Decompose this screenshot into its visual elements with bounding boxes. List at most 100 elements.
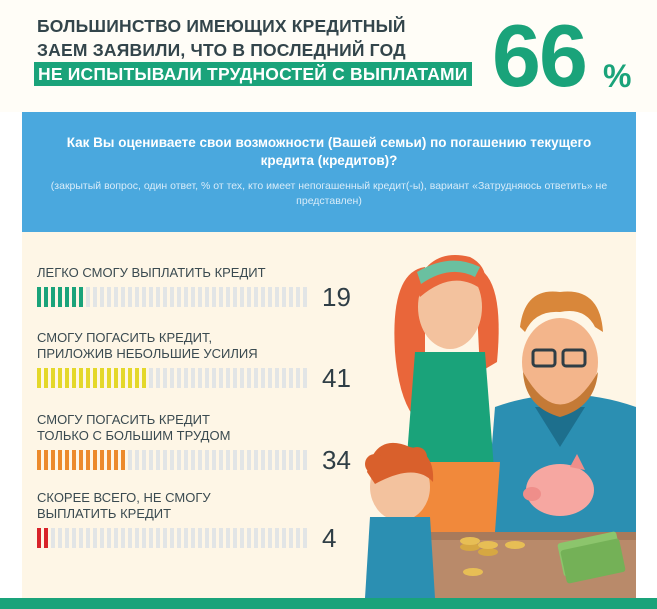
bar-segment-filled [128, 368, 132, 388]
bar-segment-empty [205, 528, 209, 548]
bar-segment-empty [268, 368, 272, 388]
bar-segment-empty [149, 528, 153, 548]
bar-segment-empty [240, 528, 244, 548]
bar-segment-filled [79, 450, 83, 470]
bar-segment-empty [51, 528, 55, 548]
header: БОЛЬШИНСТВО ИМЕЮЩИХ КРЕДИТНЫЙ ЗАЕМ ЗАЯВИ… [0, 0, 657, 112]
bar-segment-empty [289, 287, 293, 307]
row-label-line: СМОГУ ПОГАСИТЬ КРЕДИТ [37, 412, 210, 427]
question-note: (закрытый вопрос, один ответ, % от тех, … [50, 180, 608, 207]
bar-segment-empty [107, 287, 111, 307]
bar-segment-empty [149, 287, 153, 307]
bar-segment-filled [142, 368, 146, 388]
bar-segment-filled [107, 450, 111, 470]
chart-row: СМОГУ ПОГАСИТЬ КРЕДИТ, ПРИЛОЖИВ НЕБОЛЬШИЕ… [37, 330, 351, 391]
bar-segment-empty [247, 528, 251, 548]
bar-segment-filled [79, 368, 83, 388]
bar-segment-filled [72, 368, 76, 388]
bar-segment-empty [233, 450, 237, 470]
bar-segment-empty [254, 528, 258, 548]
bar-segment-empty [219, 450, 223, 470]
bar-segment-empty [100, 287, 104, 307]
bar-segment-empty [240, 450, 244, 470]
bar-segment-filled [93, 368, 97, 388]
bar-segment-empty [142, 450, 146, 470]
bar-segment-empty [149, 450, 153, 470]
row-label-line: ВЫПЛАТИТЬ КРЕДИТ [37, 506, 172, 521]
bar-segment-empty [191, 287, 195, 307]
bar-segment-empty [163, 368, 167, 388]
headline-line-2: ЗАЕМ ЗАЯВИЛИ, ЧТО В ПОСЛЕДНИЙ ГОД [37, 40, 406, 60]
bar-segment-empty [156, 528, 160, 548]
bar-segment-empty [79, 528, 83, 548]
bar-segment-empty [282, 368, 286, 388]
bar-segment-empty [135, 287, 139, 307]
bar-segment-empty [282, 450, 286, 470]
bar-segment-empty [233, 368, 237, 388]
bar-segment-empty [275, 368, 279, 388]
row-label-line: СКОРЕЕ ВСЕГО, НЕ СМОГУ [37, 490, 211, 505]
bar-segment-empty [177, 368, 181, 388]
bar-segment-empty [212, 368, 216, 388]
bar-segment-empty [247, 368, 251, 388]
bar-segment-empty [296, 450, 300, 470]
bar-segment-empty [184, 528, 188, 548]
bar-segment-empty [72, 528, 76, 548]
bar-segment-empty [170, 368, 174, 388]
bar-segment-filled [51, 450, 55, 470]
bar-segment-empty [170, 450, 174, 470]
bar-segment-empty [135, 528, 139, 548]
data-label: 34 [322, 445, 351, 475]
bar-segment-empty [261, 528, 265, 548]
bar-segment-empty [184, 368, 188, 388]
bar-segment-empty [177, 287, 181, 307]
bar-segment-empty [198, 287, 202, 307]
bar-segment-empty [219, 287, 223, 307]
bar-segment-filled [100, 450, 104, 470]
bar-segment-empty [128, 287, 132, 307]
bar-segment-filled [100, 368, 104, 388]
chart-row: ЛЕГКО СМОГУ ВЫПЛАТИТЬ КРЕДИТ 19 [37, 265, 351, 310]
bar-segment-empty [219, 528, 223, 548]
question-text: Как Вы оцениваете свои возможности (Ваше… [66, 135, 592, 168]
bar-segment-empty [170, 528, 174, 548]
bar-segment-empty [254, 287, 258, 307]
bar-segment-empty [156, 450, 160, 470]
bar-segment-empty [240, 287, 244, 307]
bar-segment-empty [156, 287, 160, 307]
bar-segment-empty [198, 450, 202, 470]
bar-segment-empty [184, 450, 188, 470]
bar-segment-empty [65, 528, 69, 548]
bar-segment-empty [275, 528, 279, 548]
bar-segment-empty [289, 368, 293, 388]
bar-segment-filled [86, 450, 90, 470]
bar-segment-empty [107, 528, 111, 548]
big-percent-sign: % [603, 58, 632, 94]
bar-segment-empty [303, 528, 307, 548]
bar-track [37, 287, 315, 307]
bar-segment-filled [58, 368, 62, 388]
bar-segment-empty [198, 368, 202, 388]
row-label-line: ТОЛЬКО С БОЛЬШИМ ТРУДОМ [37, 428, 231, 443]
bar-segment-empty [289, 528, 293, 548]
bar-segment-empty [268, 528, 272, 548]
bar-segment-empty [240, 368, 244, 388]
piggy-bank-icon [526, 464, 594, 516]
bar-segment-empty [303, 287, 307, 307]
bar-segment-empty [163, 528, 167, 548]
row-label: ЛЕГКО СМОГУ ВЫПЛАТИТЬ КРЕДИТ [37, 265, 266, 281]
bar-segment-empty [289, 450, 293, 470]
bar-segment-empty [261, 450, 265, 470]
bar-segment-empty [149, 368, 153, 388]
bar-segment-empty [191, 368, 195, 388]
bar-track [37, 368, 315, 388]
data-label: 4 [322, 523, 337, 553]
bar-segment-empty [275, 287, 279, 307]
bar-segment-empty [296, 528, 300, 548]
bar-segment-filled [37, 368, 41, 388]
coins-icon [460, 537, 525, 576]
bar-segment-empty [233, 287, 237, 307]
data-label: 41 [322, 363, 351, 393]
bar-segment-filled [51, 287, 55, 307]
bar-track [37, 528, 315, 548]
